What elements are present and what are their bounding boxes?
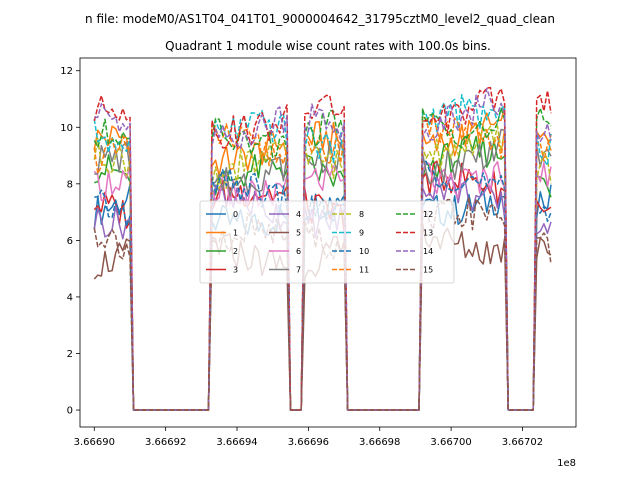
y-axis: 0 2 4 6 8 10 12 xyxy=(60,66,80,417)
x-tick-label: 3.66702 xyxy=(502,437,543,448)
legend-label: 10 xyxy=(359,247,369,256)
x-offset-label: 1e8 xyxy=(557,458,576,469)
legend-label: 11 xyxy=(359,266,369,275)
legend-label: 2 xyxy=(233,247,238,256)
legend-item: 4 xyxy=(269,210,301,219)
legend-item: 0 xyxy=(206,210,238,219)
legend-item: 13 xyxy=(396,229,433,238)
legend-item: 15 xyxy=(396,266,433,275)
legend-item: 11 xyxy=(332,266,369,275)
x-tick-label: 3.66694 xyxy=(216,437,257,448)
y-tick-label: 8 xyxy=(67,179,73,190)
legend-label: 15 xyxy=(423,266,433,275)
legend-box xyxy=(199,200,455,284)
legend-item: 1 xyxy=(206,229,238,238)
legend-label: 5 xyxy=(296,229,301,238)
legend-item: 9 xyxy=(332,229,364,238)
x-axis: 3.66690 3.66692 3.66694 3.66696 3.66698 3.667… xyxy=(74,427,543,448)
legend-label: 12 xyxy=(423,210,433,219)
legend-item: 2 xyxy=(206,247,238,256)
legend-label: 8 xyxy=(359,210,364,219)
x-tick-label: 3.66698 xyxy=(359,437,400,448)
x-tick-label: 3.66692 xyxy=(145,437,186,448)
legend-label: 7 xyxy=(296,266,301,275)
legend-label: 4 xyxy=(296,210,301,219)
legend-label: 13 xyxy=(423,229,433,238)
y-tick-label: 4 xyxy=(67,292,73,303)
series-line-8 xyxy=(93,125,552,411)
y-tick-label: 2 xyxy=(67,349,73,360)
legend-label: 14 xyxy=(423,247,433,256)
x-tick-label: 3.66696 xyxy=(288,437,329,448)
legend-item: 14 xyxy=(396,247,433,256)
legend-item: 6 xyxy=(269,247,301,256)
x-tick-label: 3.66700 xyxy=(430,437,471,448)
legend-label: 1 xyxy=(233,229,238,238)
legend-label: 6 xyxy=(296,247,301,256)
y-tick-label: 10 xyxy=(60,123,73,134)
legend-item: 10 xyxy=(332,247,369,256)
chart-title: Quadrant 1 module wise count rates with … xyxy=(165,39,491,53)
axes-frame xyxy=(79,57,577,428)
plot-area: 3.66690 3.66692 3.66694 3.66696 3.66698 3.667… xyxy=(60,57,577,469)
legend-label: 3 xyxy=(233,266,238,275)
y-tick-label: 0 xyxy=(67,406,73,417)
legend-item: 5 xyxy=(269,229,301,238)
suptitle: n file: modeM0/AS1T04_041T01_9000004642_… xyxy=(85,12,555,26)
legend-item: 7 xyxy=(269,266,301,275)
y-tick-label: 12 xyxy=(60,66,73,77)
legend-item: 8 xyxy=(332,210,364,219)
legend-label: 0 xyxy=(233,210,238,219)
y-tick-label: 6 xyxy=(67,236,73,247)
legend-item: 3 xyxy=(206,266,238,275)
legend-label: 9 xyxy=(359,229,364,238)
x-tick-label: 3.66690 xyxy=(74,437,115,448)
legend-item: 12 xyxy=(396,210,433,219)
